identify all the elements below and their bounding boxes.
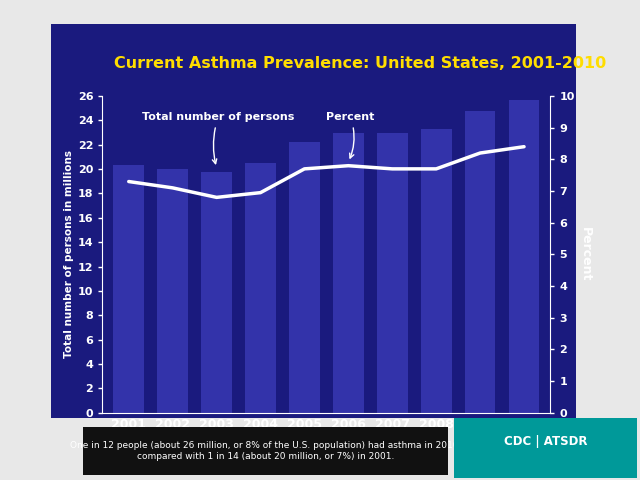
Bar — [201, 171, 232, 413]
Y-axis label: Total number of persons in millions: Total number of persons in millions — [63, 150, 74, 359]
Bar — [509, 100, 540, 413]
Bar — [421, 129, 452, 413]
Text: Total number of persons: Total number of persons — [142, 112, 294, 164]
Bar — [377, 132, 408, 413]
Bar — [113, 166, 144, 413]
Bar — [465, 110, 495, 413]
Bar — [245, 163, 276, 413]
Bar — [157, 169, 188, 413]
Text: Percent: Percent — [326, 112, 375, 158]
Bar — [333, 132, 364, 413]
Text: CDC | ATSDR: CDC | ATSDR — [504, 435, 588, 448]
Text: Current Asthma Prevalence: United States, 2001-2010: Current Asthma Prevalence: United States… — [114, 56, 607, 71]
Bar — [289, 142, 320, 413]
Y-axis label: Percent: Percent — [579, 227, 591, 282]
X-axis label: Year: Year — [309, 438, 344, 452]
Text: One in 12 people (about 26 million, or 8% of the U.S. population) had asthma in : One in 12 people (about 26 million, or 8… — [70, 442, 461, 461]
